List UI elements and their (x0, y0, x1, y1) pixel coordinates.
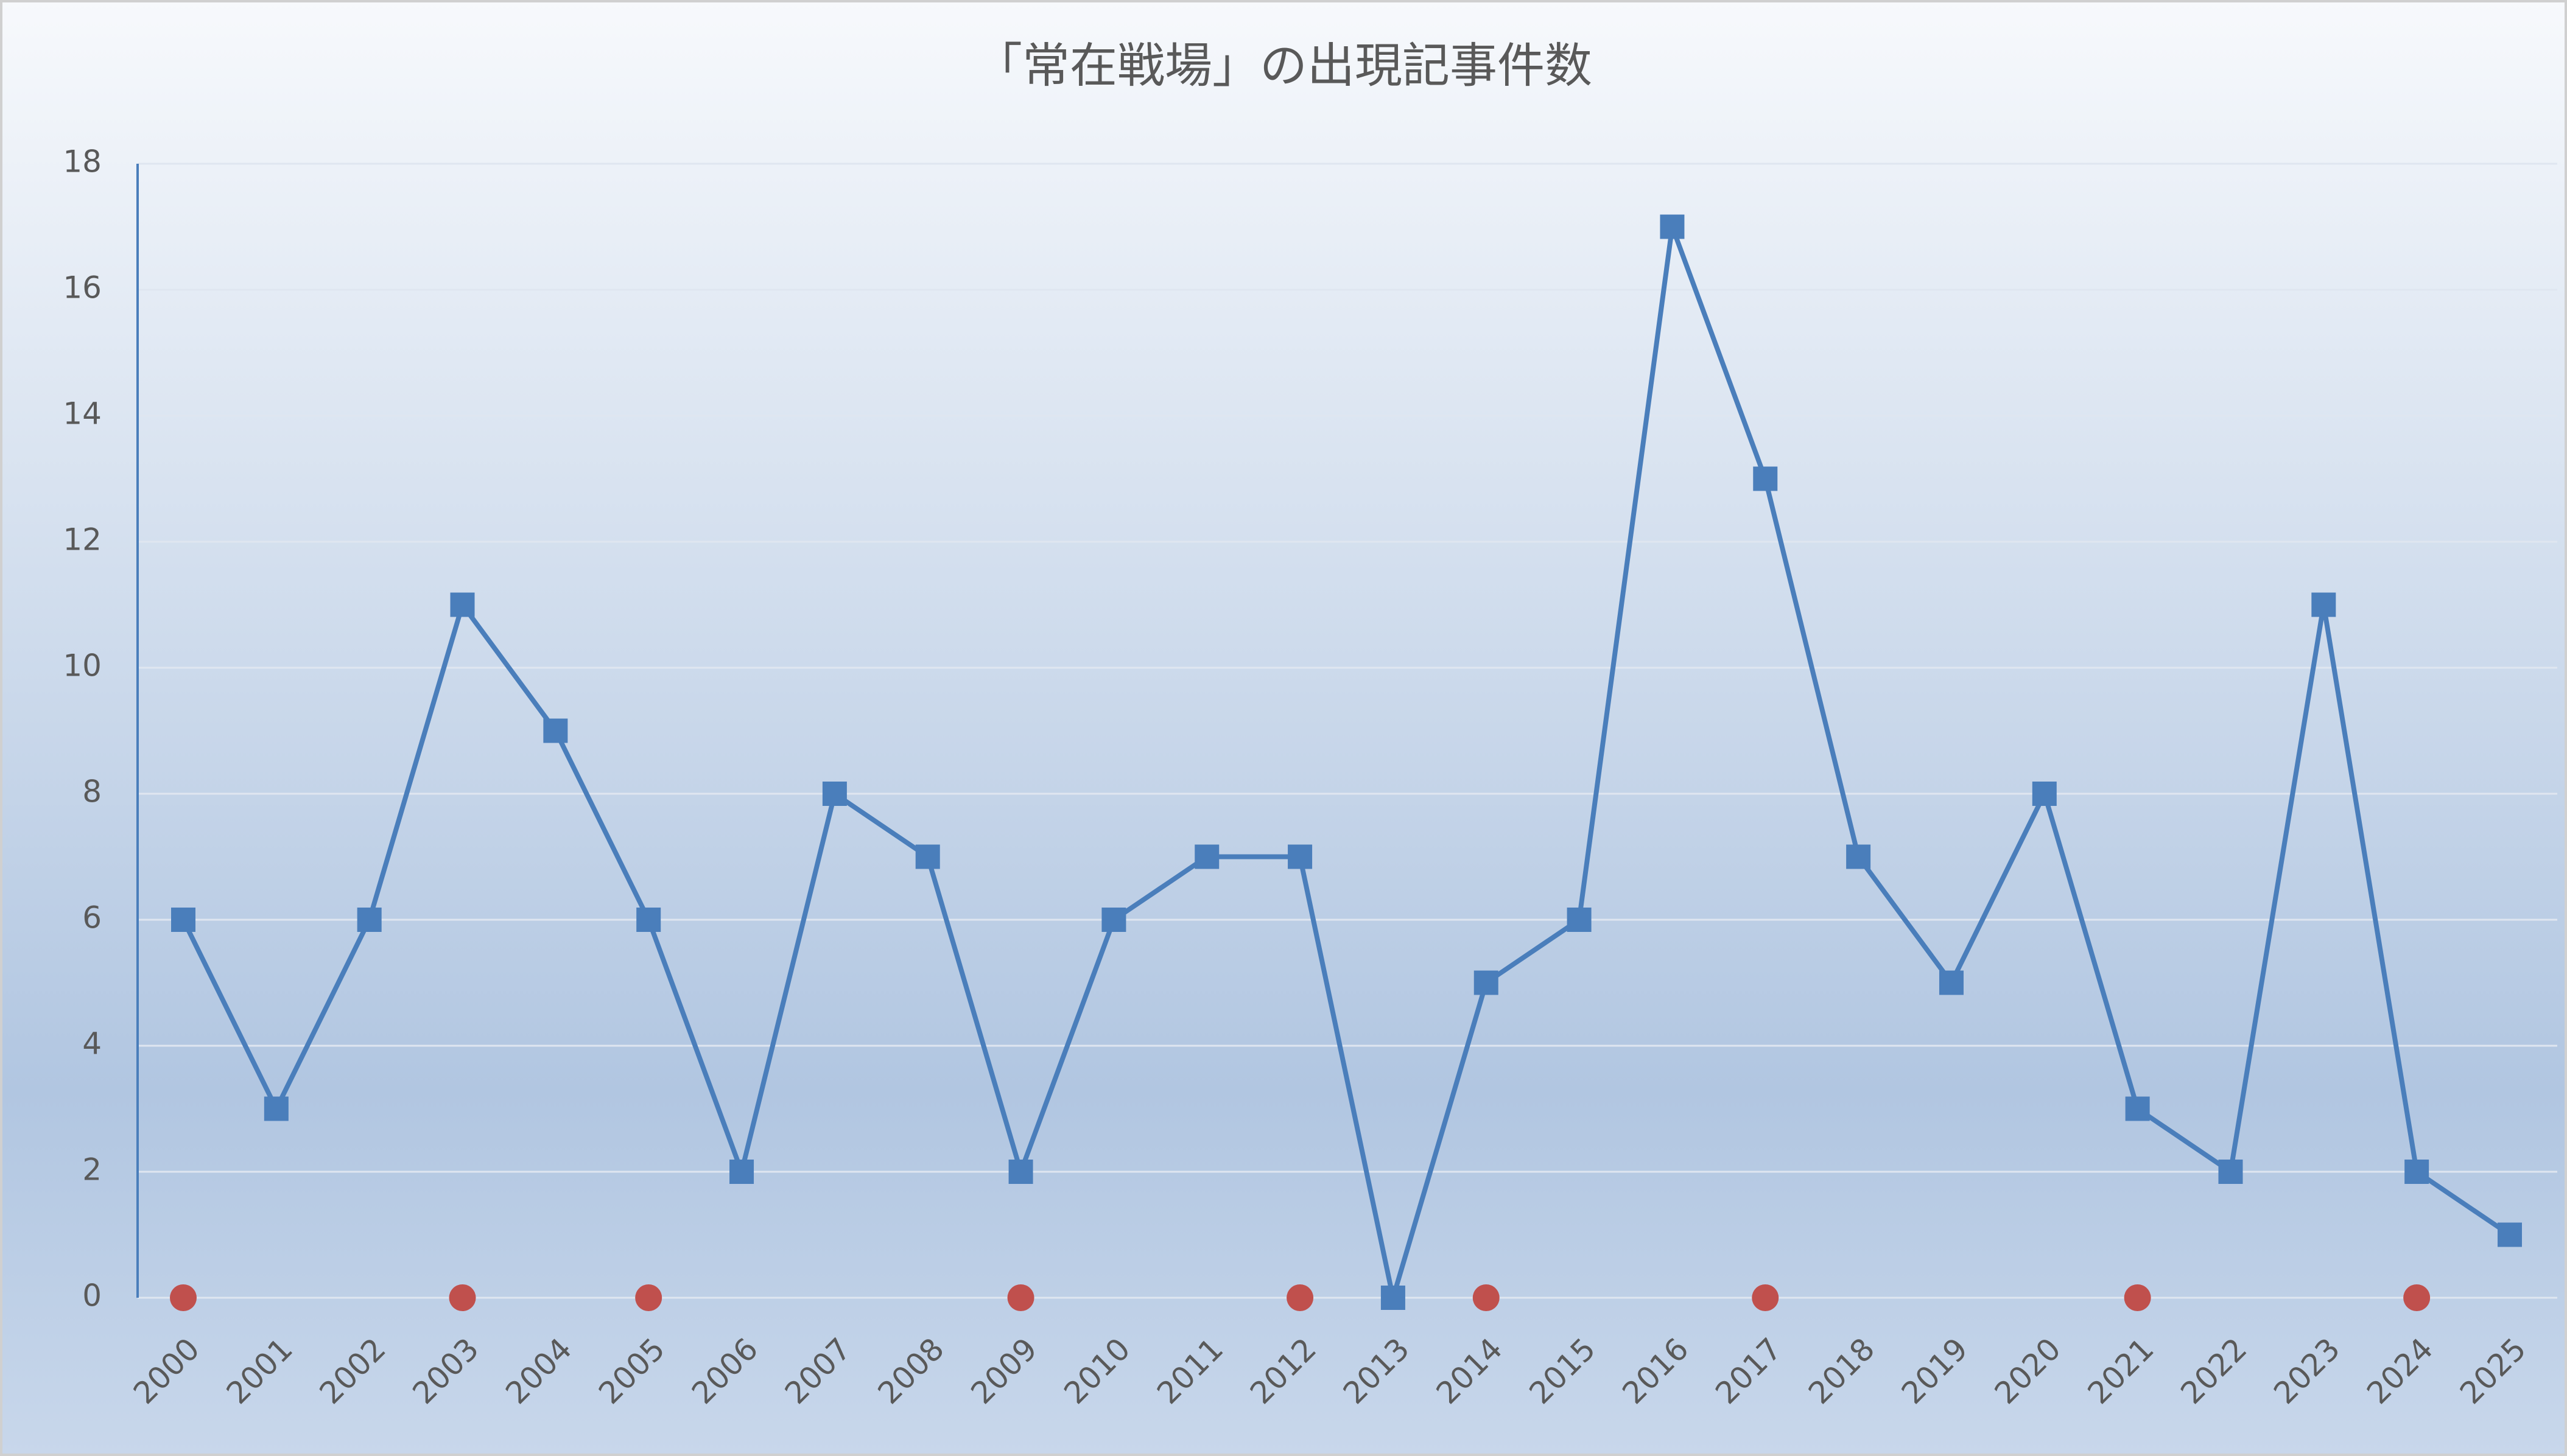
data-point (1101, 908, 1126, 932)
data-point (170, 1284, 197, 1311)
data-point (2125, 1096, 2150, 1121)
data-point (729, 1160, 754, 1184)
y-tick-label: 12 (63, 522, 102, 558)
data-point (449, 1284, 476, 1311)
data-point (2032, 782, 2057, 806)
data-point (1753, 466, 1778, 491)
data-point (171, 908, 195, 932)
y-tick-label: 0 (82, 1278, 102, 1314)
y-tick-label: 14 (63, 396, 102, 432)
data-point (543, 718, 568, 743)
data-point (2403, 1284, 2431, 1311)
data-point (1472, 1284, 1500, 1311)
data-point (1008, 1160, 1033, 1184)
data-point (1939, 970, 1964, 995)
y-tick-label: 16 (63, 270, 102, 306)
data-point (1380, 1286, 1405, 1310)
data-point (1288, 844, 1313, 869)
y-tick-label: 2 (82, 1152, 102, 1188)
data-point (1195, 844, 1220, 869)
data-point (635, 1284, 662, 1311)
data-point (2404, 1160, 2429, 1184)
data-point (822, 782, 847, 806)
y-tick-label: 18 (63, 144, 102, 180)
data-point (1660, 214, 1685, 239)
data-point (1567, 908, 1592, 932)
data-point (915, 844, 940, 869)
data-point (2498, 1222, 2522, 1247)
y-tick-label: 8 (82, 774, 102, 810)
data-point (1007, 1284, 1034, 1311)
data-point (1287, 1284, 1314, 1311)
y-tick-label: 4 (82, 1026, 102, 1062)
data-point (2124, 1284, 2151, 1311)
data-point (1752, 1284, 1779, 1311)
data-point (450, 592, 475, 617)
y-tick-label: 10 (63, 648, 102, 684)
data-point (357, 908, 382, 932)
data-point (2311, 592, 2336, 617)
data-point (2218, 1160, 2243, 1184)
data-point (636, 908, 661, 932)
data-point (1473, 970, 1498, 995)
data-point (264, 1096, 289, 1121)
chart-title: 「常在戦場」の出現記事件数 (975, 38, 1592, 93)
y-tick-label: 6 (82, 900, 102, 936)
series-line (181, 224, 2512, 1300)
data-point (1846, 844, 1871, 869)
